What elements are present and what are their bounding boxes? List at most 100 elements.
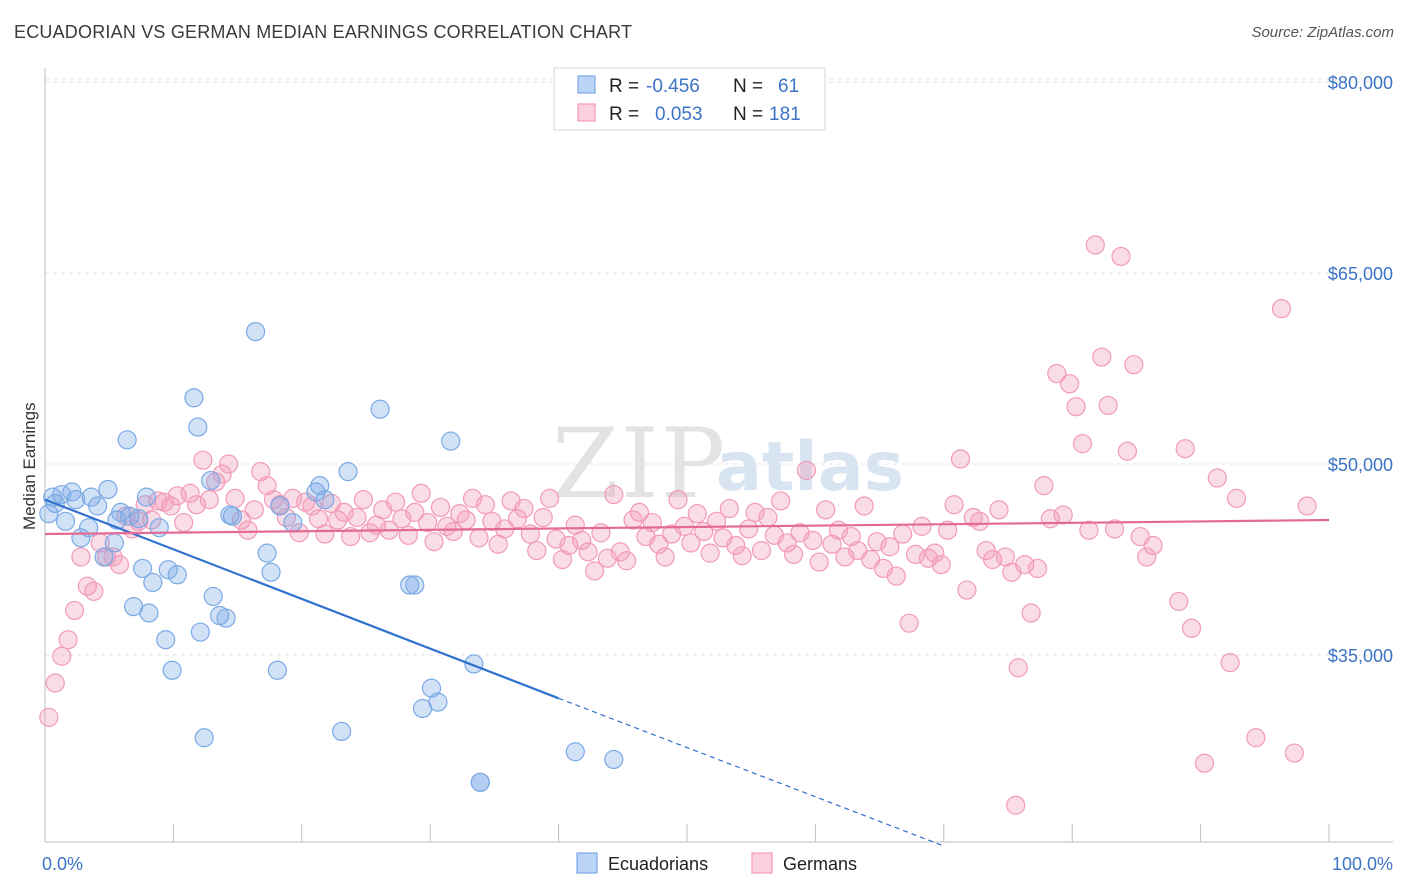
german-point-92	[629, 502, 650, 522]
ecuadorian-point-24	[149, 518, 169, 538]
ecuadorian-point-30	[188, 417, 208, 437]
german-point-76	[527, 540, 547, 561]
ecuadorian-point-43	[270, 496, 290, 516]
german-point-161	[1072, 434, 1093, 454]
german-point-155	[1034, 476, 1054, 496]
german-point-162	[1079, 520, 1099, 540]
german-point-135	[905, 544, 926, 565]
german-point-90	[617, 551, 637, 571]
ecuadorian-point-22	[139, 603, 159, 623]
gridlines	[45, 78, 1393, 656]
german-point-81	[559, 535, 579, 556]
german-point-183	[1297, 496, 1317, 516]
german-point-6	[77, 576, 97, 596]
german-point-116	[783, 544, 804, 565]
german-point-59	[418, 512, 438, 533]
trend-ecuadorians-extension	[558, 697, 945, 847]
ecuadorian-point-29	[184, 388, 204, 408]
german-point-163	[1085, 235, 1105, 255]
ecuadorian-point-54	[421, 678, 442, 698]
german-point-0	[39, 707, 59, 727]
ecuadorian-point-48	[332, 721, 352, 742]
x-tick-max: 100.0%	[1332, 854, 1393, 874]
ecuadorian-point-51	[400, 575, 420, 595]
german-point-3	[58, 630, 78, 650]
german-point-166	[1104, 519, 1125, 539]
trend-germans	[44, 518, 1330, 536]
trend-lines	[44, 498, 1330, 847]
legend-r-value-2: 0.053	[655, 104, 703, 125]
german-point-50	[360, 523, 380, 543]
legend-n-label-2: N =	[733, 104, 763, 125]
german-point-32	[244, 500, 264, 520]
ecuadorian-point-31	[190, 622, 210, 642]
german-point-23	[186, 495, 207, 515]
german-point-45	[328, 510, 348, 530]
ecuadorian-point-55	[428, 692, 448, 712]
ecuadorian-point-47	[315, 490, 335, 510]
german-point-154	[1027, 558, 1048, 579]
german-point-67	[469, 528, 489, 548]
german-point-148	[989, 500, 1009, 520]
german-point-98	[668, 490, 688, 510]
german-point-177	[1207, 468, 1227, 488]
german-point-145	[970, 511, 990, 531]
german-point-77	[533, 507, 553, 528]
german-point-11	[109, 554, 130, 575]
stats-legend: R = -0.456 N = 61 R = 0.053 N = 181	[553, 67, 826, 131]
ecuadorian-point-16	[117, 430, 137, 450]
german-point-171	[1137, 547, 1157, 567]
german-point-122	[822, 534, 842, 554]
german-point-153	[1021, 603, 1041, 623]
ecuadorian-point-61	[604, 749, 624, 770]
german-point-151	[1008, 658, 1028, 678]
german-point-119	[803, 530, 823, 551]
german-point-100	[681, 533, 701, 553]
german-point-7	[84, 581, 104, 601]
german-point-34	[257, 476, 277, 496]
y-tick-label-3: $80,000	[1328, 73, 1393, 93]
german-point-110	[745, 502, 765, 522]
watermark-atlas: atlas	[716, 428, 904, 507]
ecuadorian-point-41	[261, 562, 281, 582]
ecuadorian-point-12	[98, 479, 118, 500]
german-point-49	[353, 490, 374, 510]
german-point-112	[758, 507, 778, 528]
german-point-73	[507, 509, 528, 529]
german-point-88	[604, 484, 624, 505]
german-point-172	[1143, 535, 1163, 556]
legend-n-value-2: 181	[769, 104, 801, 125]
german-point-33	[251, 462, 271, 482]
chart-title: ECUADORIAN VS GERMAN MEDIAN EARNINGS COR…	[14, 22, 633, 42]
german-point-68	[475, 495, 496, 515]
german-point-173	[1169, 591, 1189, 612]
german-point-5	[71, 547, 91, 567]
german-point-127	[854, 496, 874, 516]
german-point-181	[1271, 299, 1292, 319]
ecuadorian-point-23	[143, 572, 163, 593]
german-point-57	[405, 502, 425, 522]
german-point-159	[1060, 374, 1080, 394]
german-point-22	[180, 483, 200, 503]
german-point-175	[1182, 618, 1202, 638]
legend-swatch-ecuadorians	[577, 75, 596, 94]
ecuadorian-point-60	[565, 742, 585, 762]
ecuadorian-point-34	[203, 586, 223, 607]
german-point-108	[732, 546, 752, 566]
german-point-80	[552, 549, 573, 570]
legend-r-label-2: R =	[609, 104, 639, 125]
german-point-111	[751, 540, 772, 561]
german-point-96	[655, 547, 675, 567]
ecuadorian-point-27	[162, 660, 182, 680]
german-point-174	[1175, 439, 1195, 459]
legend-r-label-1: R =	[609, 76, 639, 97]
german-point-85	[584, 561, 605, 581]
german-point-182	[1284, 743, 1304, 763]
german-point-29	[225, 488, 245, 508]
german-point-27	[212, 464, 232, 484]
german-point-158	[1053, 505, 1073, 525]
german-point-120	[809, 552, 829, 572]
german-point-24	[193, 450, 213, 470]
ecuadorian-point-26	[158, 560, 178, 580]
german-point-152	[1015, 554, 1035, 575]
